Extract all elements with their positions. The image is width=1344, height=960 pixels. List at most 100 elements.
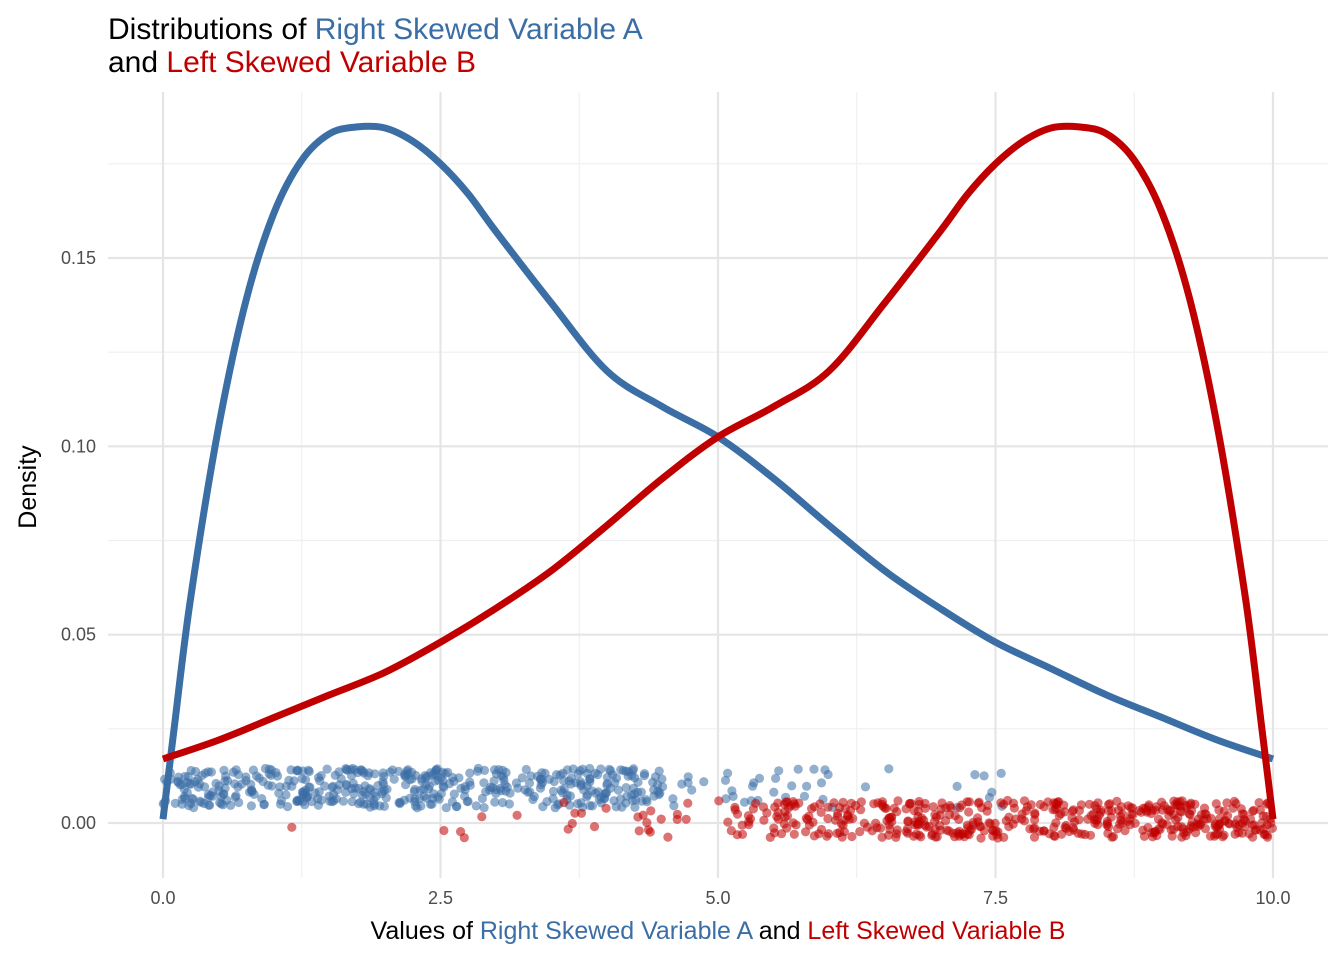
jitter-point-a <box>548 786 559 797</box>
jitter-point-a <box>226 800 236 811</box>
jitter-point-a <box>220 776 230 786</box>
jitter-point-a <box>610 778 620 788</box>
jitter-point-b <box>867 826 877 836</box>
jitter-point-b <box>930 810 940 820</box>
jitter-point-b <box>737 829 748 840</box>
jitter-point-b <box>903 817 913 827</box>
jitter-point-a <box>427 799 437 809</box>
jitter-point-a <box>720 775 731 786</box>
jitter-point-b <box>782 797 792 807</box>
jitter-point-a <box>502 782 512 792</box>
jitter-point-a <box>556 785 566 795</box>
jitter-point-b <box>1056 829 1067 839</box>
jitter-point-b <box>1093 820 1103 830</box>
jitter-point-b <box>920 798 930 809</box>
jitter-point-a <box>473 766 483 776</box>
jitter-point-b <box>937 798 947 808</box>
jitter-point-a <box>996 768 1006 779</box>
jitter-point-b <box>1123 801 1133 811</box>
jitter-point-a <box>434 794 444 804</box>
jitter-point-b <box>601 803 611 813</box>
jitter-point-b <box>1011 814 1021 824</box>
jitter-point-a <box>639 769 650 779</box>
jitter-point-a <box>633 777 643 787</box>
jitter-point-b <box>1025 824 1035 834</box>
jitter-point-b <box>1167 831 1177 841</box>
jitter-point-a <box>984 792 995 803</box>
jitter-point-a <box>449 789 459 799</box>
jitter-point-b <box>1210 819 1220 829</box>
jitter-point-a <box>721 794 731 804</box>
jitter-point-b <box>1262 832 1273 842</box>
jitter-point-b <box>645 827 655 837</box>
jitter-point-b <box>559 797 569 808</box>
jitter-point-b <box>776 829 787 839</box>
jitter-point-b <box>723 817 733 827</box>
x-axis-title: Values of Right Skewed Variable A and Le… <box>371 917 1066 945</box>
jitter-point-b <box>1248 832 1258 842</box>
jitter-point-a <box>587 801 598 811</box>
jitter-point-b <box>1056 809 1066 819</box>
jitter-point-b <box>1068 823 1078 833</box>
jitter-point-a <box>371 792 381 802</box>
jitter-point-b <box>804 811 814 821</box>
jitter-point-a <box>414 794 424 804</box>
jitter-point-a <box>544 774 554 784</box>
jitter-point-a <box>573 799 583 809</box>
jitter-point-b <box>1102 816 1112 827</box>
jitter-point-a <box>528 794 538 805</box>
jitter-point-b <box>815 799 825 809</box>
jitter-point-a <box>358 786 368 797</box>
jitter-point-b <box>855 827 865 837</box>
jitter-point-a <box>348 763 358 774</box>
jitter-point-b <box>1236 804 1246 814</box>
jitter-point-b <box>1029 832 1040 842</box>
jitter-point-a <box>251 771 262 781</box>
y-tick-label: 0.15 <box>61 248 96 268</box>
jitter-point-b <box>822 831 832 841</box>
jitter-point-b <box>1249 805 1259 816</box>
jitter-point-b <box>944 810 955 820</box>
jitter-point-a <box>432 764 442 774</box>
jitter-point-b <box>974 797 984 807</box>
jitter-point-a <box>322 764 332 774</box>
jitter-point-a <box>320 781 330 791</box>
jitter-point-b <box>744 820 754 830</box>
jitter-point-b <box>1234 828 1244 838</box>
jitter-point-a <box>479 803 489 813</box>
jitter-point-a <box>621 783 631 793</box>
jitter-point-a <box>613 785 624 795</box>
jitter-point-b <box>1138 803 1148 813</box>
jitter-points-series-a <box>158 763 1007 813</box>
jitter-point-b <box>512 810 522 820</box>
jitter-point-a <box>385 767 395 777</box>
jitter-point-b <box>1169 809 1179 819</box>
jitter-point-a <box>366 785 376 795</box>
jitter-point-b <box>909 806 919 816</box>
jitter-point-b <box>964 830 974 840</box>
jitter-point-b <box>1061 820 1071 831</box>
density-lines <box>159 122 1277 820</box>
jitter-point-a <box>338 796 348 806</box>
jitter-point-a <box>727 786 737 796</box>
jitter-point-b <box>1096 805 1106 815</box>
jitter-point-a <box>389 774 399 784</box>
jitter-point-b <box>1162 820 1172 830</box>
jitter-point-a <box>641 795 651 805</box>
jitter-point-a <box>302 792 312 802</box>
y-tick-label: 0.00 <box>61 813 96 833</box>
jitter-point-a <box>799 791 810 801</box>
y-axis-tick-labels: 0.00 0.05 0.10 0.15 <box>61 248 96 833</box>
jitter-point-b <box>893 796 903 806</box>
jitter-point-a <box>401 780 411 790</box>
jitter-point-a <box>774 766 784 776</box>
jitter-point-a <box>300 800 310 810</box>
jitter-point-a <box>524 778 535 788</box>
jitter-point-a <box>327 797 337 807</box>
jitter-point-a <box>787 781 797 791</box>
jitter-point-b <box>714 796 724 806</box>
jitter-point-a <box>401 771 411 781</box>
jitter-point-b <box>770 802 780 812</box>
jitter-point-a <box>334 767 344 777</box>
jitter-point-a <box>205 791 215 801</box>
